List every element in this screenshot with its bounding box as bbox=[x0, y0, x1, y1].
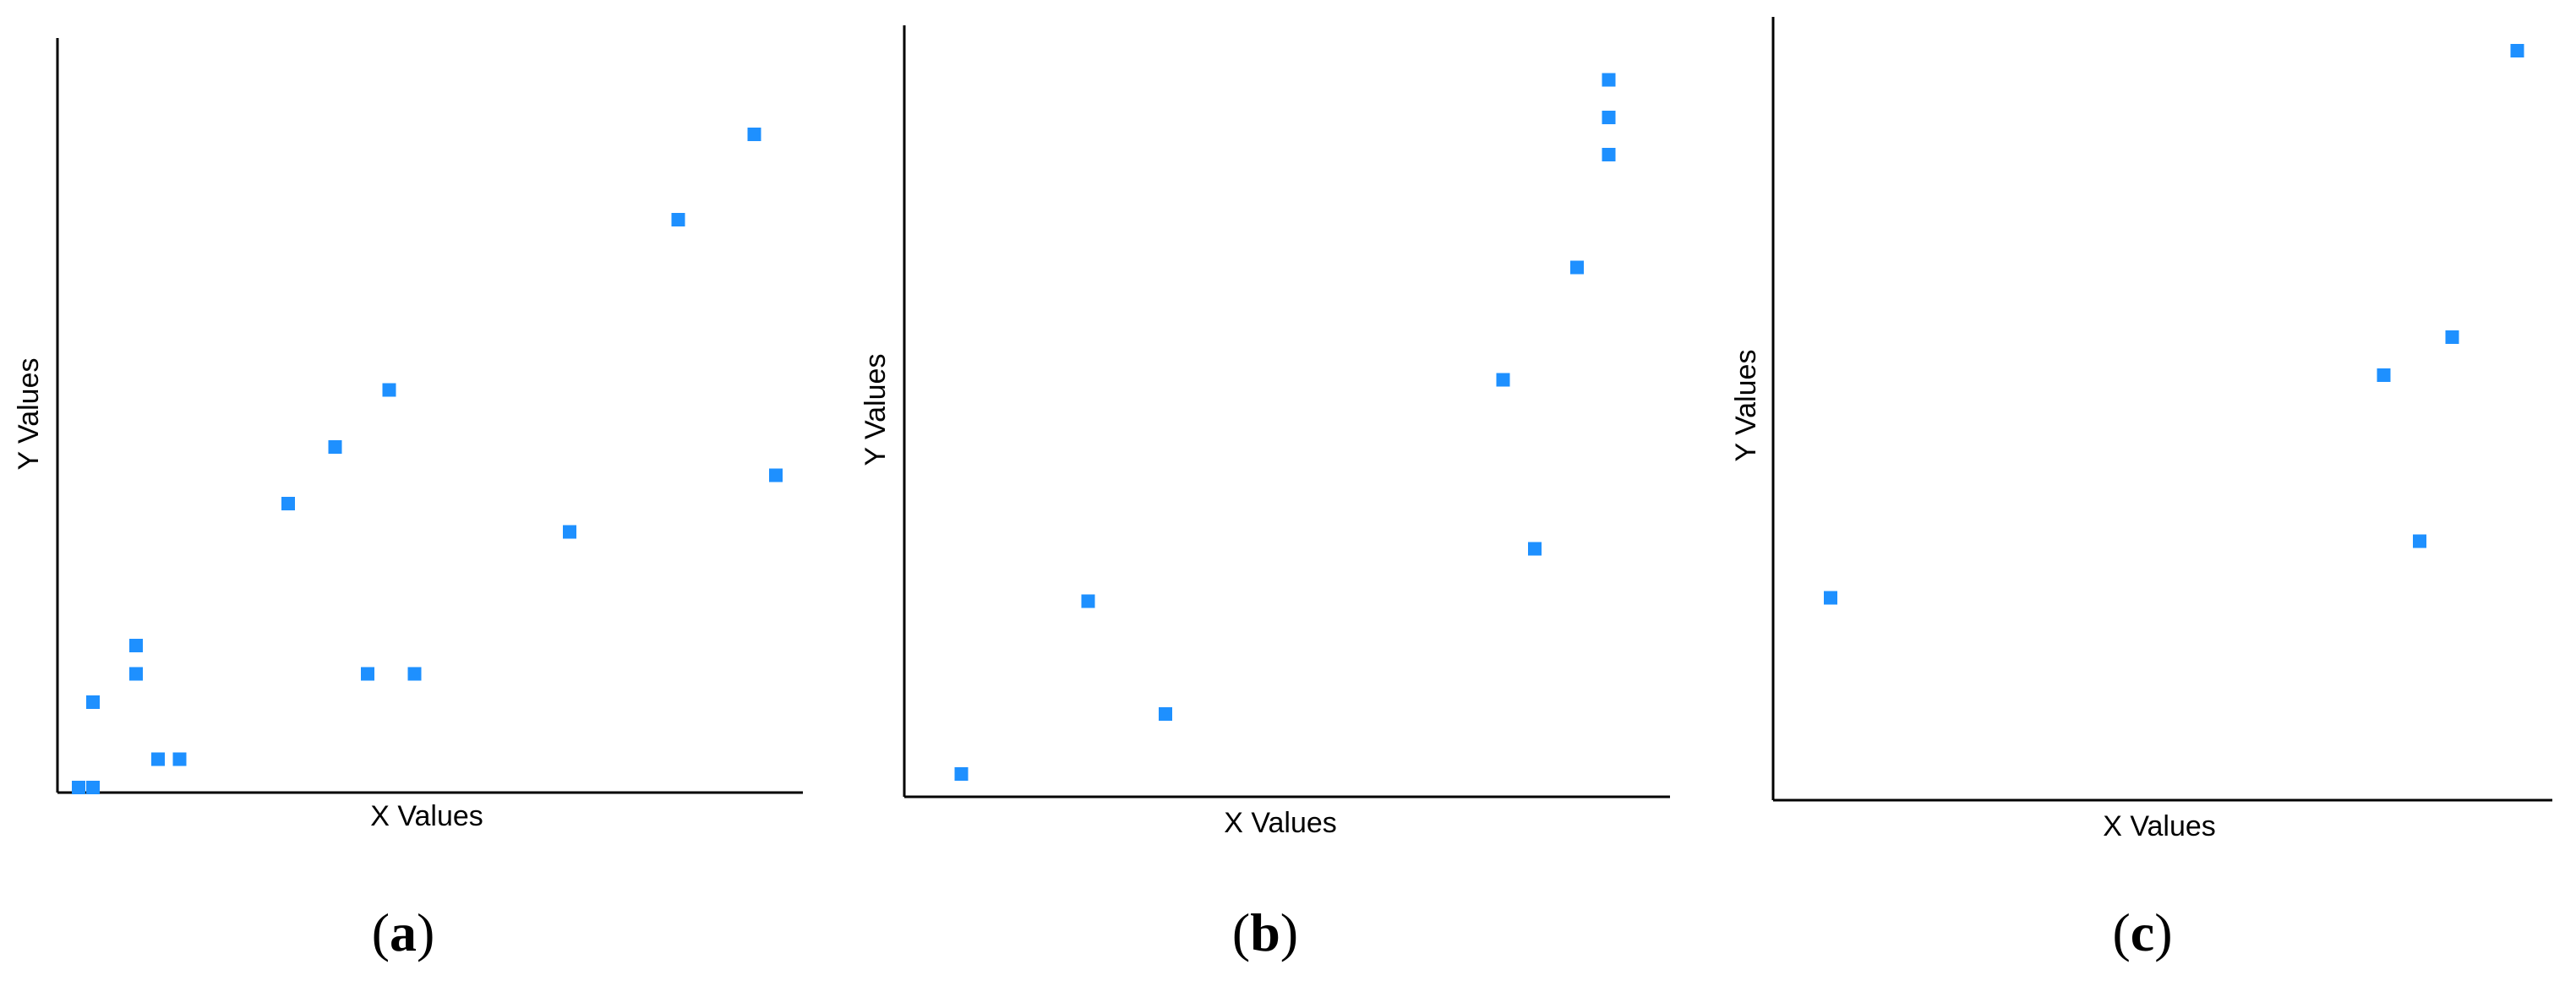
data-point bbox=[768, 468, 783, 482]
x-axis-label: X Values bbox=[370, 800, 483, 832]
data-point bbox=[1824, 591, 1838, 605]
data-point bbox=[129, 667, 144, 681]
data-point bbox=[2377, 368, 2391, 382]
data-point bbox=[1570, 260, 1585, 275]
panel-c: X Values Y Values (c) bbox=[1730, 17, 2552, 962]
data-point bbox=[382, 383, 396, 397]
data-point bbox=[129, 639, 144, 652]
data-point bbox=[172, 752, 187, 766]
panel-caption: (a) bbox=[372, 902, 435, 962]
data-point bbox=[1602, 148, 1616, 162]
data-point bbox=[671, 213, 685, 226]
data-point bbox=[407, 667, 422, 681]
data-point bbox=[563, 525, 577, 539]
x-axis-label: X Values bbox=[2103, 810, 2216, 842]
data-point bbox=[281, 497, 295, 510]
panel-caption: (b) bbox=[1232, 902, 1298, 962]
data-point bbox=[360, 667, 374, 681]
data-point bbox=[1602, 110, 1616, 124]
x-axis-label: X Values bbox=[1224, 807, 1337, 839]
data-point bbox=[1602, 73, 1616, 87]
data-point bbox=[85, 781, 100, 794]
data-point bbox=[2413, 534, 2426, 548]
data-point bbox=[1158, 706, 1172, 721]
y-axis-label: Y Values bbox=[1730, 350, 1762, 462]
data-point bbox=[1496, 373, 1510, 387]
data-point bbox=[85, 695, 100, 710]
data-point bbox=[328, 439, 342, 454]
panel-caption: (c) bbox=[2112, 902, 2172, 962]
data-point bbox=[2445, 330, 2459, 345]
data-points bbox=[71, 128, 783, 794]
data-point bbox=[954, 766, 969, 781]
data-point bbox=[2510, 43, 2524, 57]
data-point bbox=[150, 752, 165, 766]
y-axis-label: Y Values bbox=[860, 354, 892, 466]
data-point bbox=[1081, 594, 1095, 608]
data-point bbox=[1528, 542, 1542, 556]
data-points bbox=[954, 73, 1616, 781]
data-point bbox=[747, 128, 761, 142]
y-axis-label: Y Values bbox=[13, 358, 45, 471]
data-point bbox=[71, 781, 85, 794]
panel-a: X Values Y Values (a) bbox=[13, 38, 803, 962]
panel-b: X Values Y Values (b) bbox=[860, 25, 1670, 962]
data-points bbox=[1824, 43, 2524, 605]
